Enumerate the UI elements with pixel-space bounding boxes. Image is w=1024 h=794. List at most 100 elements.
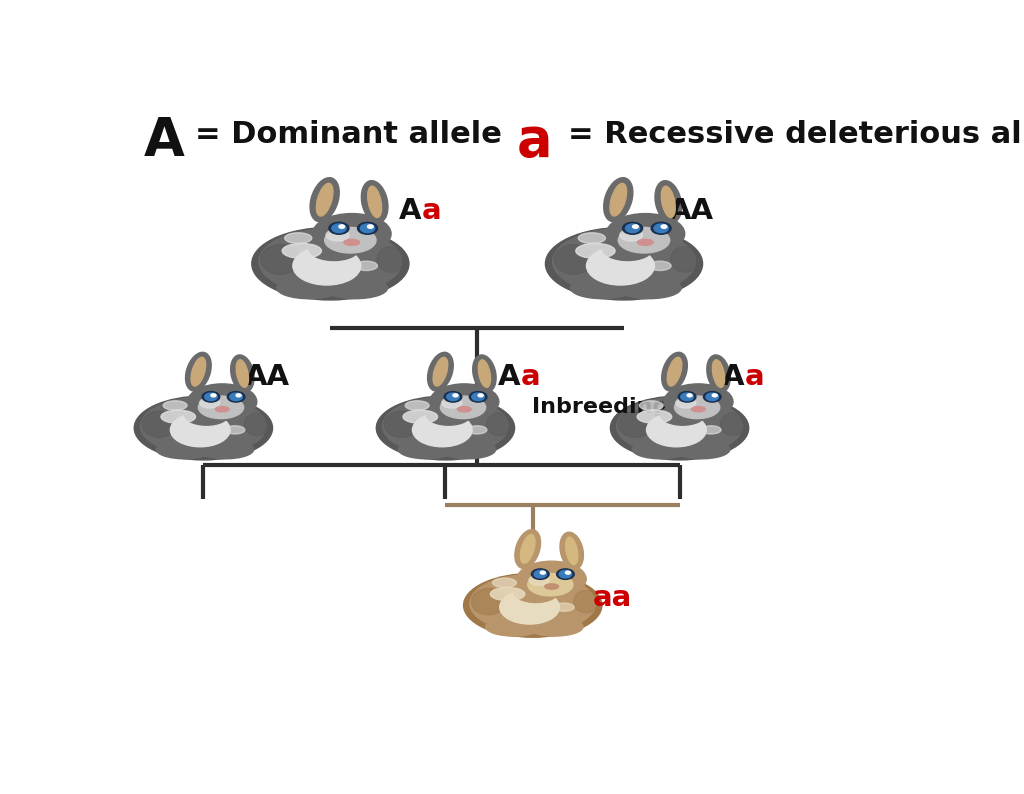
Ellipse shape [224, 426, 245, 434]
Ellipse shape [610, 396, 749, 460]
Ellipse shape [664, 384, 733, 419]
Ellipse shape [560, 532, 584, 569]
Ellipse shape [354, 261, 378, 271]
Ellipse shape [326, 229, 349, 241]
Ellipse shape [602, 237, 652, 260]
Ellipse shape [433, 357, 447, 386]
Ellipse shape [472, 393, 484, 401]
Text: aa: aa [593, 584, 632, 612]
Ellipse shape [618, 227, 670, 253]
Text: a: a [517, 115, 552, 167]
Ellipse shape [199, 396, 244, 418]
Text: AA: AA [669, 198, 714, 225]
Ellipse shape [230, 355, 254, 392]
Ellipse shape [428, 353, 454, 391]
Ellipse shape [662, 186, 675, 218]
Ellipse shape [215, 407, 229, 412]
Ellipse shape [368, 186, 382, 218]
Ellipse shape [357, 222, 378, 234]
Ellipse shape [324, 277, 387, 299]
Text: a: a [422, 198, 441, 225]
Ellipse shape [134, 396, 272, 460]
Ellipse shape [360, 224, 375, 233]
Ellipse shape [157, 440, 213, 459]
Ellipse shape [691, 407, 706, 412]
Ellipse shape [285, 233, 311, 244]
Ellipse shape [478, 394, 483, 397]
Ellipse shape [197, 440, 254, 459]
Ellipse shape [325, 227, 376, 253]
Ellipse shape [706, 393, 719, 401]
Ellipse shape [707, 355, 730, 392]
Ellipse shape [427, 404, 471, 425]
Text: A: A [722, 363, 744, 391]
Ellipse shape [606, 214, 685, 254]
Ellipse shape [444, 391, 462, 402]
Ellipse shape [339, 225, 345, 229]
Ellipse shape [344, 239, 359, 245]
Ellipse shape [473, 355, 496, 392]
Ellipse shape [237, 360, 249, 387]
Ellipse shape [227, 391, 245, 402]
Text: a: a [744, 363, 764, 391]
Ellipse shape [245, 413, 269, 436]
Ellipse shape [440, 396, 485, 418]
Ellipse shape [413, 413, 472, 447]
Ellipse shape [205, 393, 217, 401]
Ellipse shape [678, 391, 696, 402]
Ellipse shape [469, 391, 487, 402]
Text: Inbreeding: Inbreeding [532, 397, 669, 417]
Ellipse shape [655, 181, 682, 223]
Text: A: A [499, 363, 521, 391]
Ellipse shape [398, 440, 455, 459]
Ellipse shape [427, 437, 452, 445]
Text: AA: AA [245, 363, 290, 391]
Text: = Recessive deleterious allele: = Recessive deleterious allele [568, 120, 1024, 148]
Ellipse shape [557, 569, 574, 580]
Ellipse shape [675, 396, 720, 418]
Ellipse shape [527, 573, 573, 596]
Ellipse shape [211, 394, 216, 397]
Ellipse shape [376, 396, 515, 460]
Ellipse shape [553, 229, 695, 295]
Ellipse shape [470, 574, 596, 633]
Ellipse shape [546, 227, 702, 300]
Ellipse shape [673, 440, 730, 459]
Ellipse shape [368, 225, 373, 229]
Ellipse shape [703, 391, 721, 402]
Ellipse shape [237, 394, 241, 397]
Ellipse shape [471, 588, 506, 615]
Ellipse shape [163, 401, 187, 410]
Ellipse shape [633, 440, 689, 459]
Ellipse shape [446, 393, 460, 401]
Ellipse shape [662, 353, 687, 391]
Ellipse shape [671, 247, 699, 272]
Ellipse shape [293, 247, 360, 285]
Ellipse shape [559, 570, 571, 578]
Ellipse shape [676, 398, 696, 408]
Ellipse shape [573, 590, 599, 613]
Ellipse shape [565, 537, 578, 565]
Ellipse shape [545, 584, 558, 589]
Ellipse shape [202, 391, 220, 402]
Ellipse shape [252, 227, 409, 300]
Ellipse shape [646, 413, 707, 447]
Ellipse shape [700, 426, 721, 434]
Ellipse shape [332, 224, 346, 233]
Ellipse shape [637, 410, 672, 423]
Ellipse shape [526, 617, 583, 636]
Ellipse shape [170, 413, 230, 447]
Ellipse shape [721, 413, 745, 436]
Ellipse shape [184, 437, 210, 445]
Ellipse shape [517, 561, 586, 597]
Ellipse shape [261, 245, 300, 275]
Text: A: A [143, 115, 184, 167]
Ellipse shape [312, 214, 391, 254]
Ellipse shape [200, 398, 220, 408]
Ellipse shape [651, 222, 671, 234]
Ellipse shape [406, 401, 429, 410]
Ellipse shape [660, 404, 705, 425]
Ellipse shape [654, 224, 669, 233]
Ellipse shape [229, 393, 243, 401]
Ellipse shape [565, 571, 570, 574]
